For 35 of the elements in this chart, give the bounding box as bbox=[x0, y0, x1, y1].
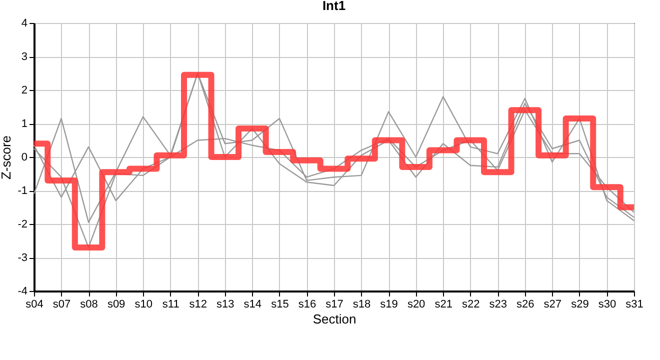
x-tick-label: s29 bbox=[571, 298, 589, 310]
y-tick-label: 0 bbox=[21, 152, 28, 164]
y-tick-label: 3 bbox=[21, 51, 28, 63]
x-tick-label: s22 bbox=[462, 298, 480, 310]
chart-title: Int1 bbox=[322, 0, 346, 13]
x-tick-label: s18 bbox=[352, 298, 371, 310]
x-tick-label: s13 bbox=[216, 298, 234, 310]
x-tick-label: s21 bbox=[434, 298, 452, 310]
y-tick-label: 4 bbox=[21, 18, 28, 30]
x-tick-label: s12 bbox=[189, 298, 208, 310]
x-tick-label: s15 bbox=[271, 298, 289, 310]
x-tick-label: s11 bbox=[162, 298, 180, 310]
x-tick-label: s07 bbox=[52, 298, 71, 310]
y-tick-label: 1 bbox=[21, 118, 28, 130]
x-tick-label: s16 bbox=[298, 298, 316, 310]
y-tick-label: 2 bbox=[21, 84, 28, 96]
x-tick-label: s27 bbox=[544, 298, 562, 310]
x-tick-label: s14 bbox=[244, 298, 262, 310]
y-tick-label: -2 bbox=[18, 218, 28, 230]
y-tick-label: -3 bbox=[18, 252, 28, 264]
x-tick-label: s09 bbox=[107, 298, 126, 310]
x-tick-label: s30 bbox=[598, 298, 616, 310]
x-axis-title: Section bbox=[312, 312, 356, 326]
y-tick-label: -1 bbox=[18, 185, 28, 197]
x-tick-label: s19 bbox=[380, 298, 398, 310]
x-tick-label: s08 bbox=[80, 298, 98, 310]
x-tick-label: s20 bbox=[407, 298, 426, 310]
y-axis-title: Z-score bbox=[0, 135, 14, 180]
x-tick-label: s26 bbox=[516, 298, 534, 310]
x-tick-label: s04 bbox=[26, 298, 44, 310]
y-tick-label: -4 bbox=[18, 286, 28, 298]
x-tick-label: s23 bbox=[489, 298, 508, 310]
x-tick-label: s31 bbox=[626, 298, 644, 310]
x-tick-label: s17 bbox=[326, 298, 344, 310]
x-tick-label: s10 bbox=[134, 298, 152, 310]
